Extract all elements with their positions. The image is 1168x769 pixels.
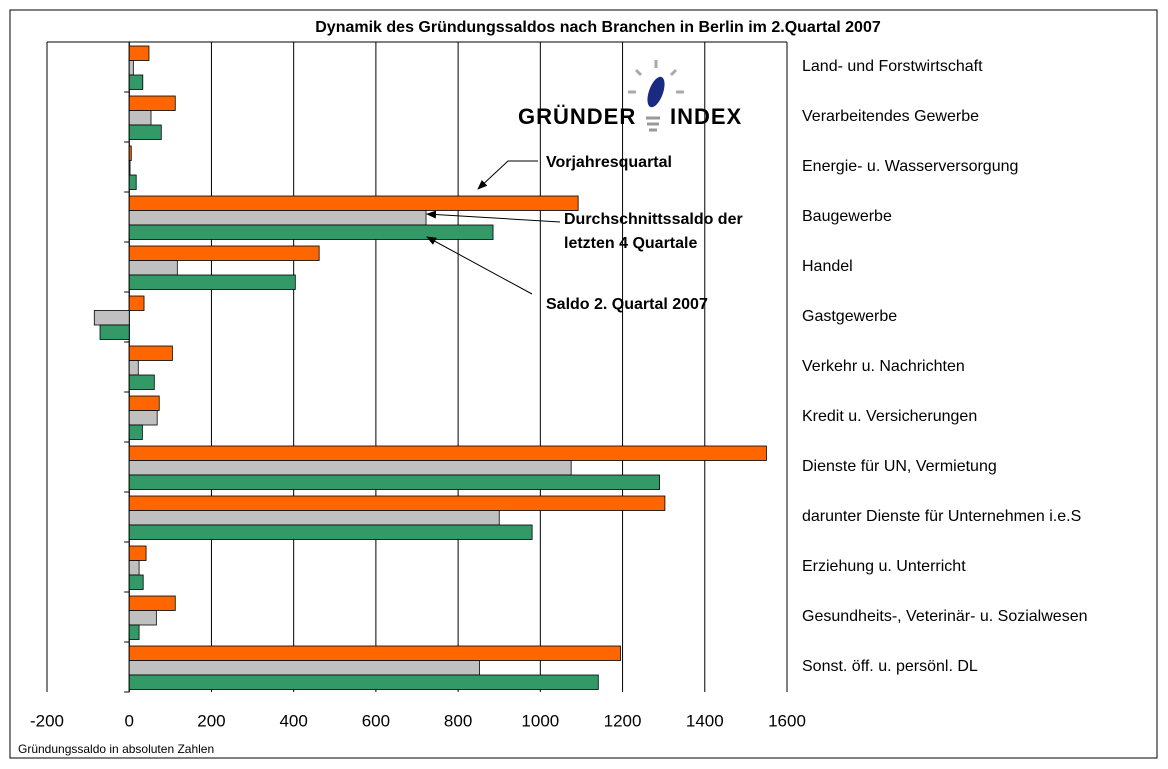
- bar: [128, 360, 139, 376]
- logo-text: INDEX: [670, 104, 742, 129]
- category-label: Energie- u. Wasserversorgung: [802, 158, 1018, 175]
- bar: [128, 260, 178, 276]
- bar: [128, 545, 147, 561]
- category-label: Verkehr u. Nachrichten: [802, 358, 965, 375]
- arrow: [426, 236, 533, 295]
- bar: [128, 495, 666, 511]
- category-label: Kredit u. Versicherungen: [802, 408, 977, 425]
- bar: [128, 110, 152, 126]
- category-label: Sonst. öff. u. persönl. DL: [802, 658, 978, 675]
- bar: [99, 324, 130, 340]
- logo-rays: [628, 60, 684, 94]
- bar: [128, 510, 500, 526]
- bar: [128, 274, 296, 290]
- x-axis-label: Gründungssaldo in absoluten Zahlen: [18, 742, 214, 756]
- bar: [128, 145, 132, 161]
- bar: [128, 460, 572, 476]
- bar: [128, 395, 160, 411]
- bar: [128, 95, 176, 111]
- bar: [128, 245, 320, 261]
- bar: [128, 624, 140, 640]
- arrow: [426, 210, 561, 223]
- bar: [128, 45, 150, 61]
- x-tick-label: -200: [30, 711, 64, 730]
- bar: [128, 560, 140, 576]
- logo-bulb: [647, 76, 665, 108]
- x-tick-label: 1600: [768, 711, 806, 730]
- bar: [128, 595, 176, 611]
- bar: [93, 310, 130, 326]
- x-tick-label: 800: [444, 711, 472, 730]
- bar: [128, 445, 767, 461]
- category-label: darunter Dienste für Unternehmen i.e.S: [802, 508, 1081, 525]
- bar: [128, 524, 533, 540]
- bar: [128, 60, 134, 76]
- bar: [128, 610, 157, 626]
- bar: [128, 410, 158, 426]
- bar: [128, 645, 621, 661]
- frame: [9, 9, 1158, 759]
- bar: [128, 374, 155, 390]
- legend-label: Vorjahresquartal: [546, 154, 672, 171]
- chart-title: Dynamik des Gründungssaldos nach Branche…: [315, 19, 881, 36]
- x-tick-label: 1000: [521, 711, 559, 730]
- logo-base: [646, 116, 660, 132]
- bar: [128, 345, 173, 361]
- bar: [128, 474, 660, 490]
- bar: [128, 224, 494, 240]
- bar: [128, 195, 579, 211]
- category-label: Verarbeitendes Gewerbe: [802, 108, 979, 125]
- category-label: Erziehung u. Unterricht: [802, 558, 966, 575]
- bar: [128, 210, 427, 226]
- logo: GRÜNDER INDEX: [518, 60, 742, 132]
- bar: [128, 424, 143, 440]
- bar: [128, 160, 131, 176]
- bar: [128, 574, 144, 590]
- bar: [128, 124, 162, 140]
- x-tick-label: 600: [362, 711, 390, 730]
- bar: [128, 660, 480, 676]
- category-label: Gesundheits-, Veterinär- u. Sozialwesen: [802, 608, 1087, 625]
- bar: [128, 74, 144, 90]
- x-tick-label: 0: [124, 711, 133, 730]
- logo-text: GRÜNDER: [518, 104, 636, 129]
- category-label: Dienste für UN, Vermietung: [802, 458, 997, 475]
- bar: [128, 295, 145, 311]
- legend-label-box: Durchschnittssaldo der letzten 4 Quartal…: [564, 211, 743, 252]
- legend-label: Saldo 2. Quartal 2007: [546, 296, 708, 313]
- x-tick-label: 200: [197, 711, 225, 730]
- category-label: Gastgewerbe: [802, 308, 897, 325]
- x-tick-label: 400: [279, 711, 307, 730]
- category-label: Land- und Forstwirtschaft: [802, 58, 983, 75]
- bar: [128, 674, 599, 690]
- bar: [128, 174, 137, 190]
- arrow: [477, 160, 538, 190]
- category-label: Baugewerbe: [802, 208, 892, 225]
- x-tick-label: 1400: [686, 711, 724, 730]
- legend-label: Durchschnittssaldo der letzten 4 Quartal…: [564, 211, 743, 252]
- category-label: Handel: [802, 258, 853, 275]
- x-tick-label: 1200: [604, 711, 642, 730]
